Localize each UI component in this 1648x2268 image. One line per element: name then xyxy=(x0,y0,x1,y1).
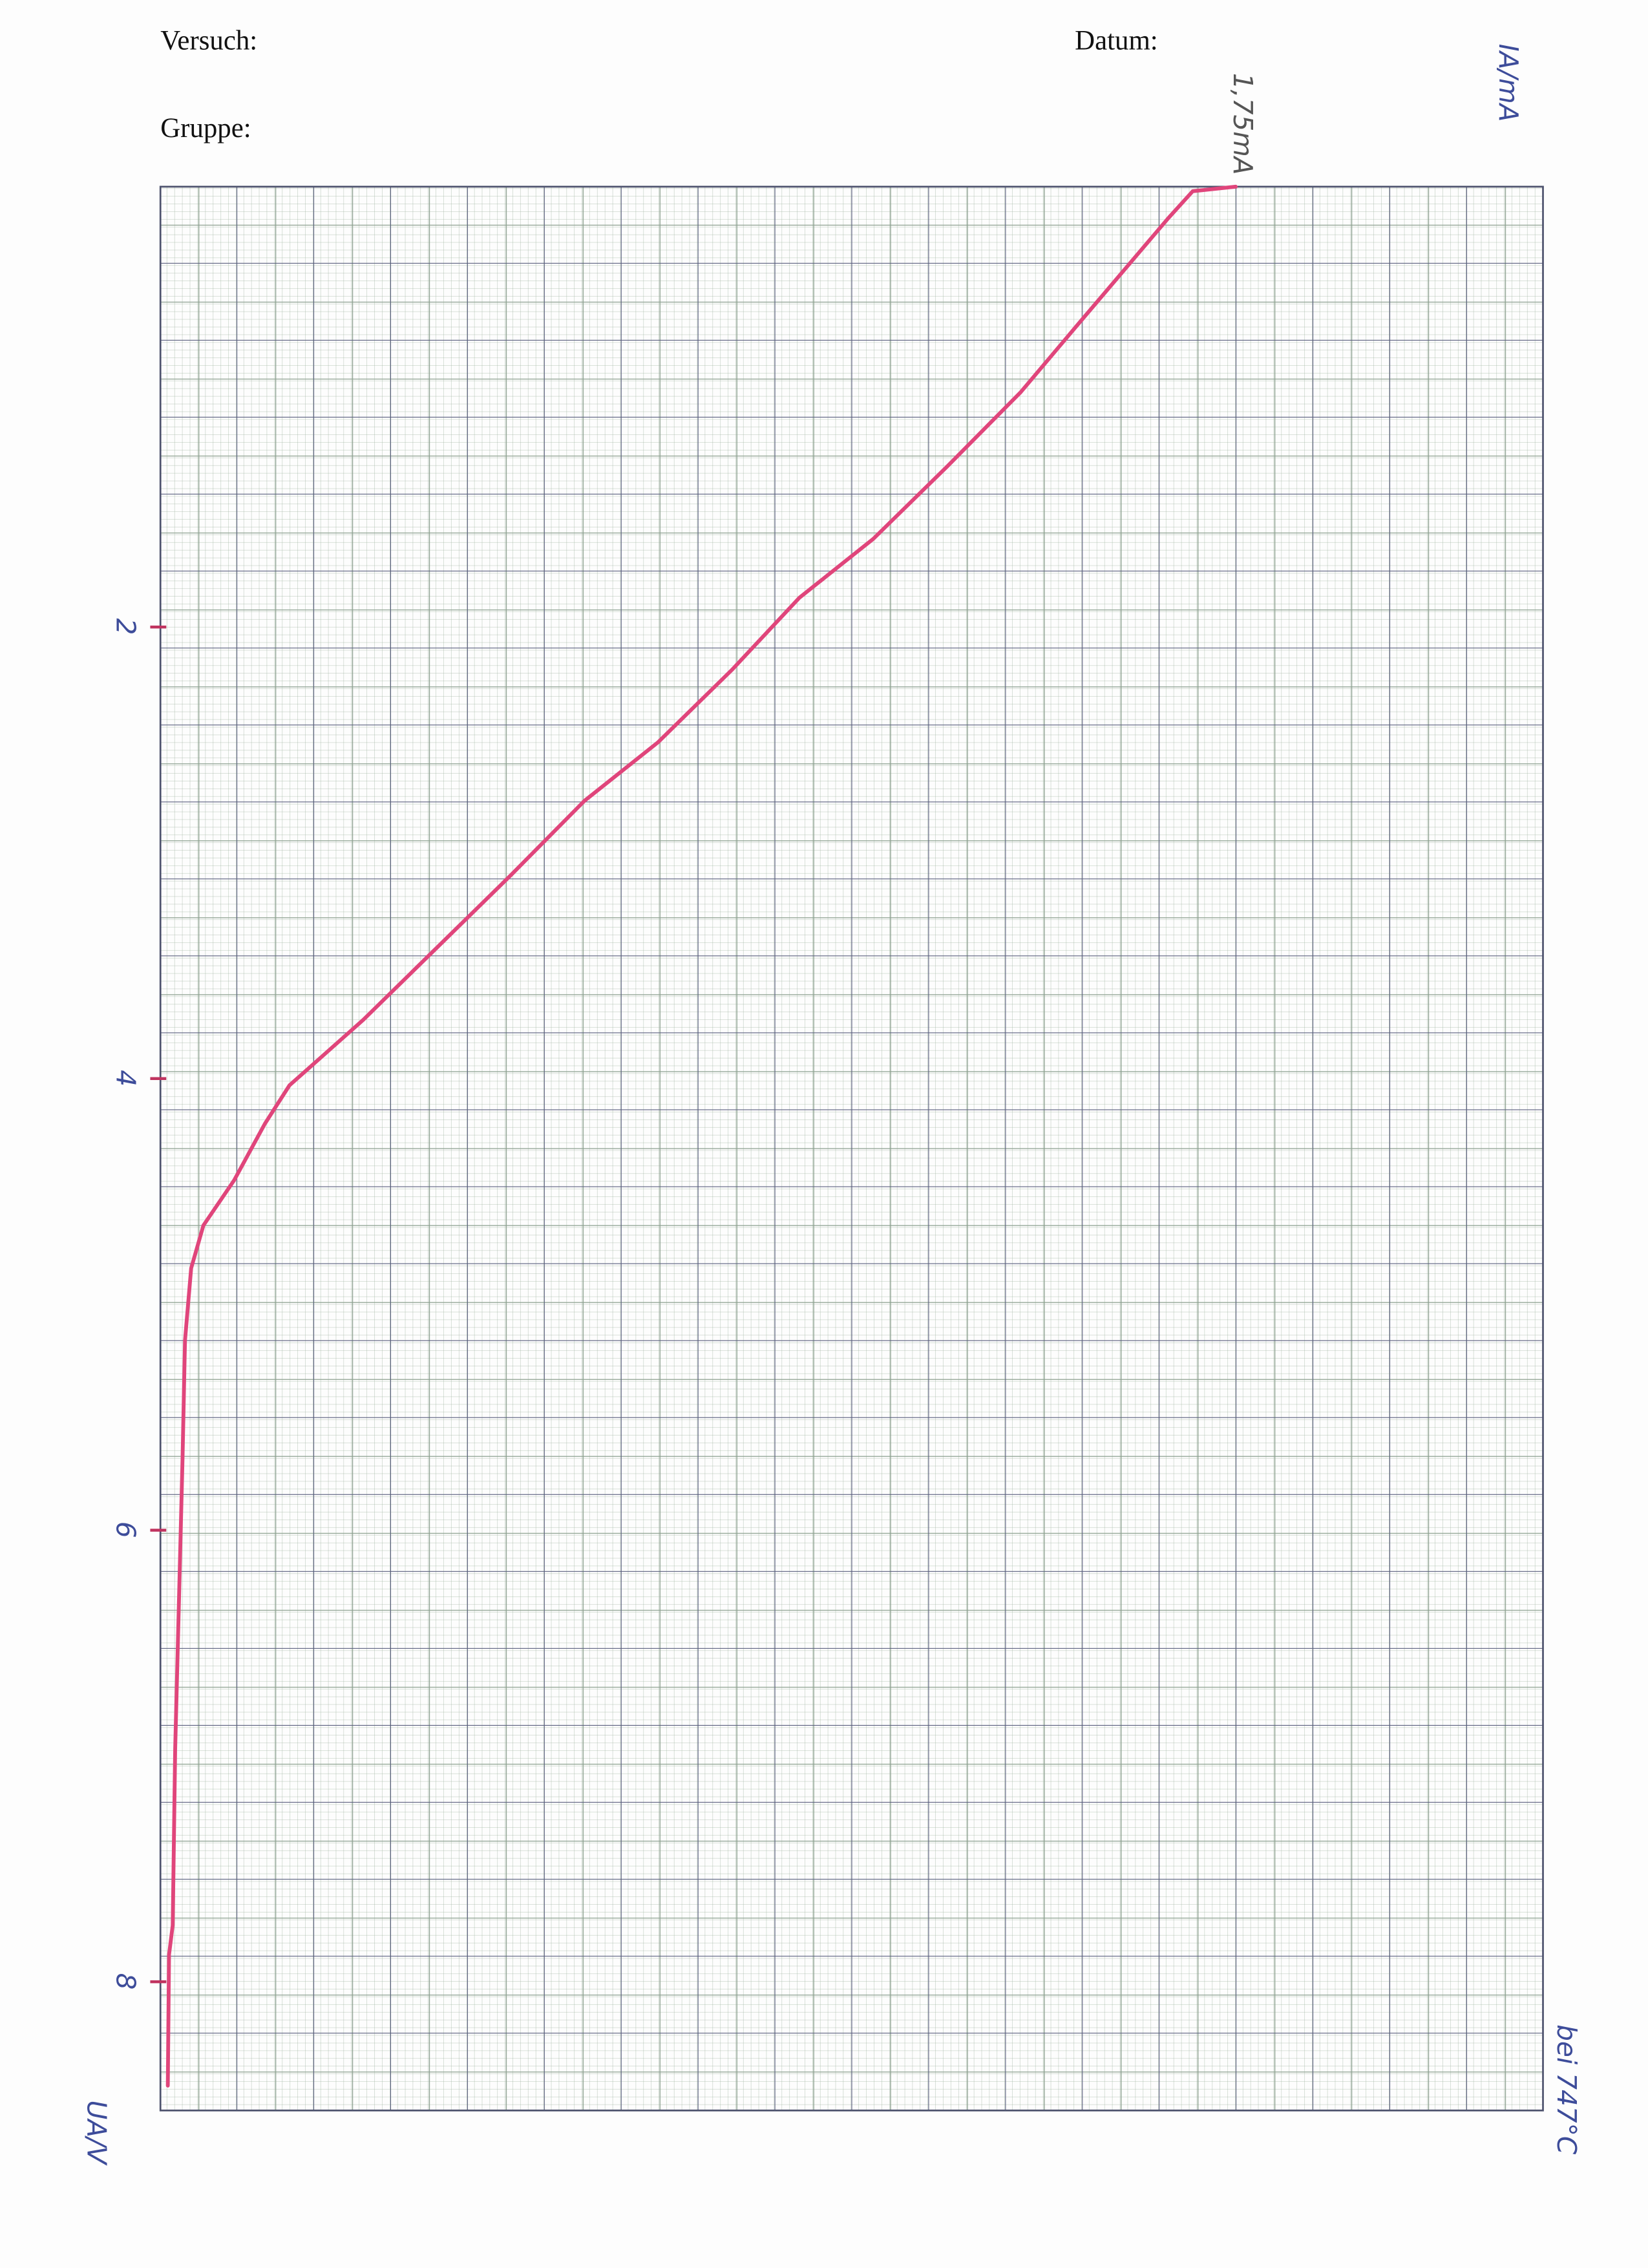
grid xyxy=(159,185,1544,2112)
y-axis-label: IA/mA xyxy=(1493,44,1524,122)
x-tick-label: 8 xyxy=(111,1973,142,1990)
group-label: Gruppe: xyxy=(160,113,251,143)
data-line xyxy=(165,184,1238,2088)
x-axis-label: UA/V xyxy=(81,2100,112,2166)
x-tick-label: 4 xyxy=(111,1070,142,1086)
annotation: 1,75mA xyxy=(1227,73,1258,175)
annotation: bei 747°C xyxy=(1551,2024,1582,2155)
x-tick-label: 6 xyxy=(111,1521,142,1538)
experiment-label: Versuch: xyxy=(160,26,257,56)
date-label: Datum: xyxy=(1075,26,1158,56)
x-tick-label: 2 xyxy=(111,619,142,635)
